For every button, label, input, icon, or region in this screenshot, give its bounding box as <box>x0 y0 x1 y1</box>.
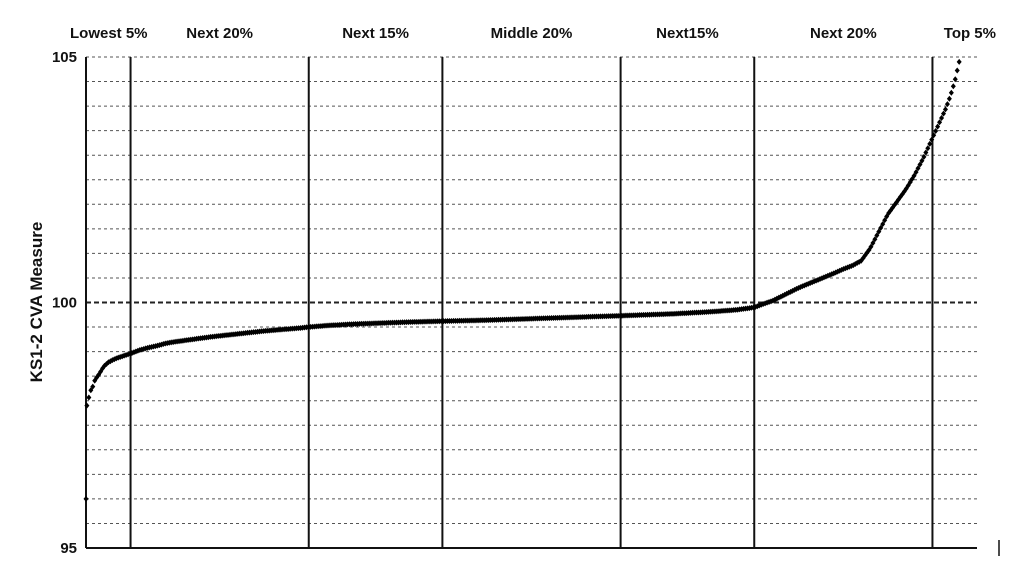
band-label: Middle 20% <box>491 25 573 42</box>
band-labels: Lowest 5% Next 20% Next 15% Middle 20% Next1… <box>70 25 996 42</box>
y-tick-labels: 105 100 95 <box>52 49 77 557</box>
data-point <box>950 83 956 90</box>
y-axis-label: KS1-2 CVA Measure <box>27 222 46 383</box>
data-point <box>917 161 923 168</box>
data-point <box>935 123 941 130</box>
data-points <box>83 58 962 502</box>
data-point <box>90 383 96 390</box>
data-point <box>954 67 960 74</box>
data-point <box>923 149 929 156</box>
y-gridlines <box>86 56 977 524</box>
data-point <box>882 217 888 224</box>
data-point <box>86 394 92 401</box>
data-point <box>931 132 937 139</box>
data-point <box>925 145 931 152</box>
data-point <box>83 495 89 502</box>
data-point <box>874 232 880 239</box>
data-point <box>919 157 925 164</box>
data-point <box>939 114 945 121</box>
data-point <box>929 136 935 143</box>
data-point <box>913 169 919 176</box>
y-tick-label: 100 <box>52 295 77 312</box>
data-point <box>876 228 882 235</box>
data-point <box>880 221 886 228</box>
data-point <box>868 243 874 250</box>
band-label: Next15% <box>656 25 719 42</box>
data-point <box>915 165 921 172</box>
data-point <box>944 101 950 108</box>
data-point <box>942 106 948 113</box>
data-point <box>878 224 884 231</box>
data-point <box>956 58 962 65</box>
band-label: Lowest 5% <box>70 25 148 42</box>
data-point <box>870 239 876 246</box>
band-label: Next 15% <box>342 25 409 42</box>
band-label: Next 20% <box>186 25 253 42</box>
band-label: Top 5% <box>944 25 996 42</box>
data-point <box>872 236 878 243</box>
data-point <box>933 127 939 134</box>
data-point <box>921 153 927 160</box>
data-point <box>84 402 90 409</box>
data-point <box>927 140 933 147</box>
band-label: Next 20% <box>810 25 877 42</box>
data-point <box>937 119 943 126</box>
data-point <box>952 76 958 83</box>
y-tick-label: 105 <box>52 49 77 66</box>
axes <box>85 57 1000 556</box>
y-tick-label: 95 <box>60 540 77 557</box>
data-point <box>946 95 952 102</box>
data-point <box>948 89 954 96</box>
data-point <box>940 110 946 117</box>
